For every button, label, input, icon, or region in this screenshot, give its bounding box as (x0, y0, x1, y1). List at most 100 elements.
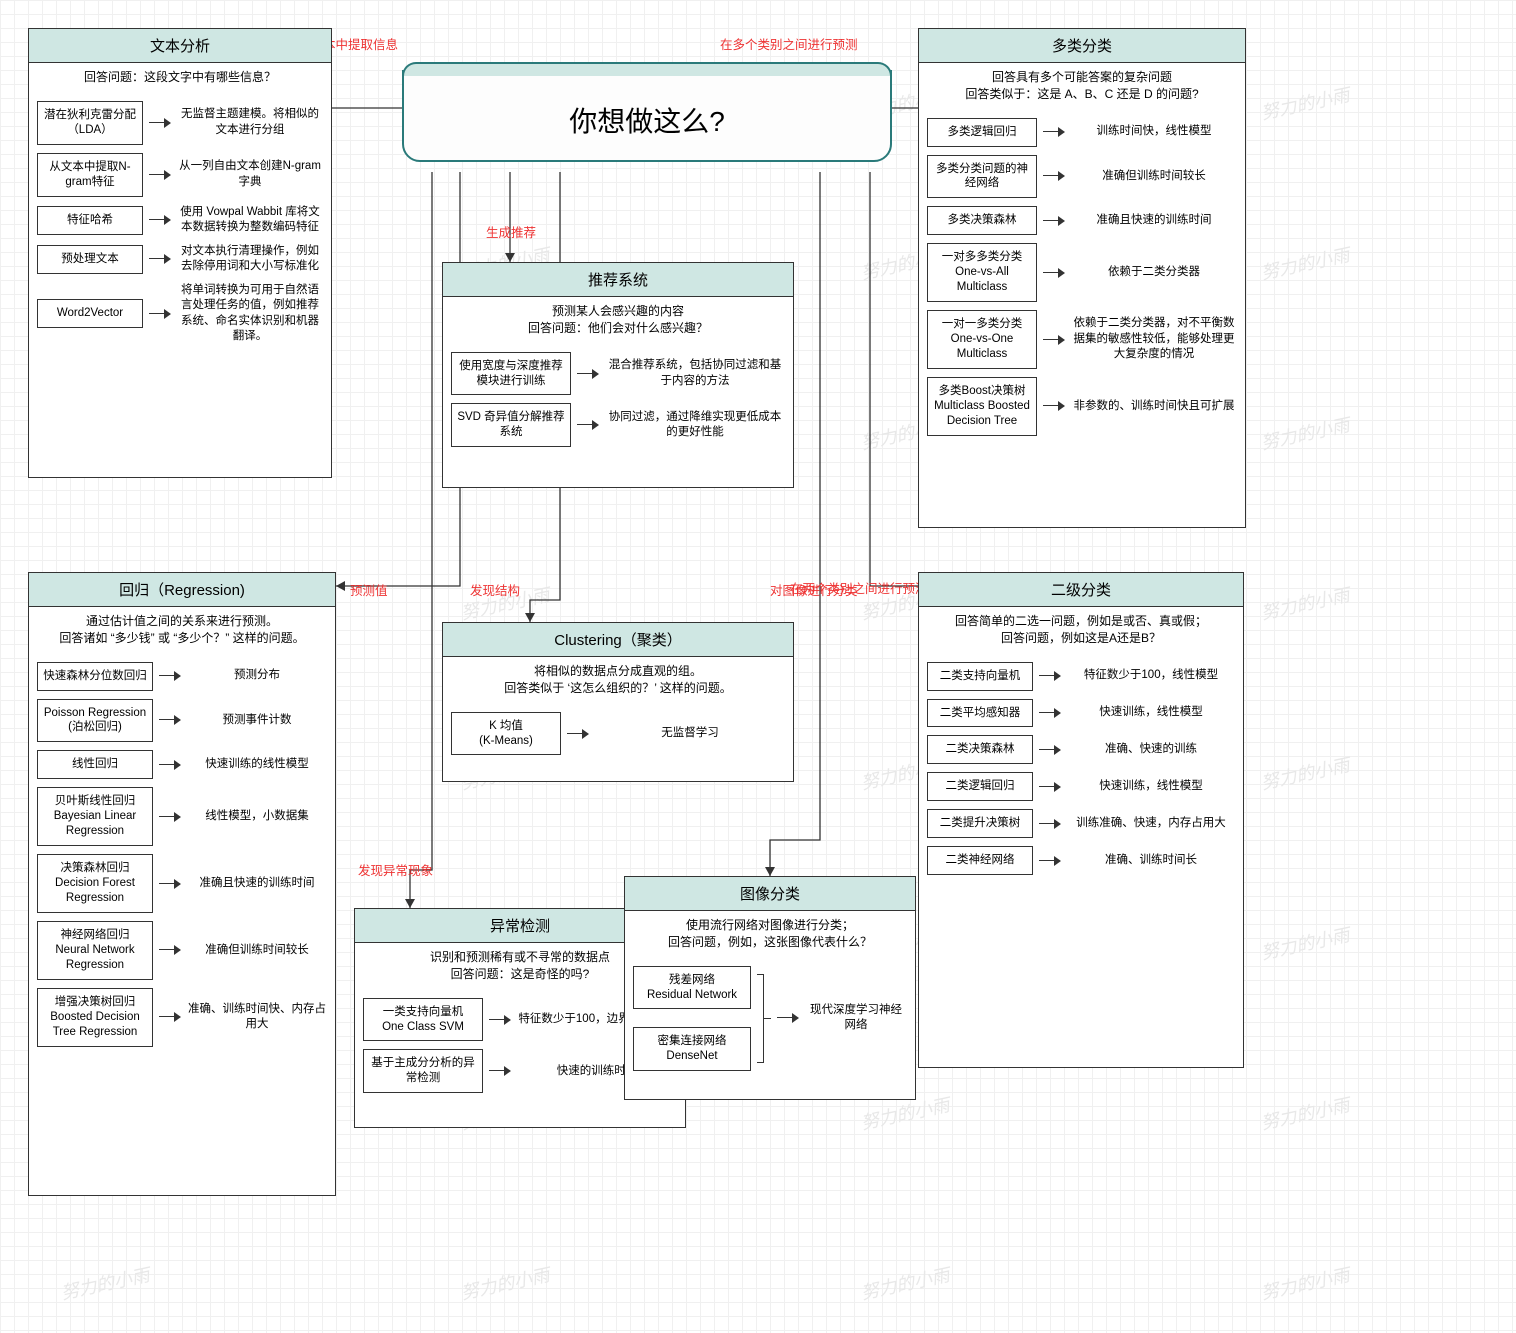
arrow-right-icon (1043, 171, 1065, 181)
watermark: 努力的小雨 (1258, 241, 1351, 285)
method-name: 线性回归 (37, 750, 153, 779)
arrow-right-icon (577, 369, 599, 379)
method-note: 准确且快速的训练时间 (1071, 213, 1237, 229)
arrow-right-icon (159, 879, 181, 889)
method-name: 增强决策树回归Boosted Decision Tree Regression (37, 988, 153, 1047)
panel-row: 二类提升决策树 训练准确、快速，内存占用大 (919, 805, 1243, 842)
watermark: 努力的小雨 (1258, 81, 1351, 125)
arrow-right-icon (1043, 401, 1065, 411)
panel-row: 决策森林回归Decision Forest Regression准确且快速的训练… (29, 850, 335, 917)
method-note: 无监督学习 (595, 726, 785, 742)
arrow-right-icon (1039, 745, 1061, 755)
edge-label: 发现异常现象 (358, 860, 433, 879)
method-name: Poisson Regression(泊松回归) (37, 699, 153, 743)
method-name: 贝叶斯线性回归Bayesian Linear Regression (37, 787, 153, 846)
method-name: 多类Boost决策树Multiclass Boosted Decision Tr… (927, 377, 1037, 436)
panel-binary: 二级分类回答简单的二选一问题，例如是或否、真或假；回答问题，例如这是A还是B？二… (918, 572, 1244, 1068)
method-note: 依赖于二类分类器，对不平衡数据集的敏感性较低，能够处理更大复杂度的情况 (1071, 316, 1237, 363)
method-note: 准确、快速的训练 (1067, 742, 1235, 758)
method-note: 训练准确、快速，内存占用大 (1067, 816, 1235, 832)
arrow-right-icon (159, 1012, 181, 1022)
panel-row: 二类神经网络 准确、训练时间长 (919, 842, 1243, 879)
method-name: 使用宽度与深度推荐模块进行训练 (451, 352, 571, 396)
method-note: 将单词转换为可用于自然语言处理任务的值，例如推荐系统、命名实体识别和机器翻译。 (177, 283, 323, 345)
method-name: 一类支持向量机One Class SVM (363, 998, 483, 1042)
edge-label: 在两个类别之间进行预测 (790, 578, 928, 597)
method-note: 快速训练的线性模型 (187, 757, 327, 773)
arrow-right-icon (1039, 819, 1061, 829)
arrow-right-icon (1039, 671, 1061, 681)
method-note: 特征数少于100，线性模型 (1067, 668, 1235, 684)
arrow-right-icon (159, 812, 181, 822)
panel-title: 推荐系统 (443, 263, 793, 297)
panel-recommend: 推荐系统预测某人会感兴趣的内容回答问题：他们会对什么感兴趣？使用宽度与深度推荐模… (442, 262, 794, 488)
method-note: 对文本执行清理操作，例如去除停用词和大小写标准化 (177, 244, 323, 275)
edge-label: 在多个类别之间进行预测 (720, 34, 858, 53)
method-name: 神经网络回归Neural Network Regression (37, 921, 153, 980)
arrow-right-icon (1039, 856, 1061, 866)
arrow-right-icon (567, 729, 589, 739)
method-note: 线性模型，小数据集 (187, 809, 327, 825)
arrow-right-icon (1043, 335, 1065, 345)
method-name: 基于主成分分析的异常检测 (363, 1049, 483, 1093)
method-name: 二类逻辑回归 (927, 772, 1033, 801)
arrow-right-icon (149, 309, 171, 319)
method-name: 潜在狄利克雷分配（LDA） (37, 101, 143, 145)
panel-row: 多类逻辑回归训练时间快，线性模型 (919, 114, 1245, 151)
arrow-right-icon (159, 760, 181, 770)
method-note: 准确但训练时间较长 (1071, 169, 1237, 185)
method-note: 依赖于二类分类器 (1071, 265, 1237, 281)
arrow-right-icon (149, 170, 171, 180)
panel-multiclass: 多类分类回答具有多个可能答案的复杂问题回答类似于：这是 A、B、C 还是 D 的… (918, 28, 1246, 528)
panel-row: 二类决策森林 准确、快速的训练 (919, 731, 1243, 768)
method-note: 预测事件计数 (187, 713, 327, 729)
panel-row: 贝叶斯线性回归Bayesian Linear Regression 线性模型，小数… (29, 783, 335, 850)
method-name: 一对多多类分类One-vs-All Multiclass (927, 243, 1037, 302)
method-name: 残差网络Residual Network (633, 966, 751, 1010)
method-note: 无监督主题建模。将相似的文本进行分组 (177, 107, 323, 138)
panel-desc: 回答具有多个可能答案的复杂问题回答类似于：这是 A、B、C 还是 D 的问题? (919, 63, 1245, 114)
arrow-right-icon (1043, 216, 1065, 226)
method-note: 现代深度学习神经网络 (805, 1003, 907, 1034)
panel-row: 潜在狄利克雷分配（LDA） 无监督主题建模。将相似的文本进行分组 (29, 97, 331, 149)
arrow-right-icon (149, 254, 171, 264)
panel-desc: 将相似的数据点分成直观的组。回答类似于 ‘这怎么组织的？’ 这样的问题。 (443, 657, 793, 708)
method-note: 从一列自由文本创建N-gram字典 (177, 159, 323, 190)
watermark: 努力的小雨 (58, 1261, 151, 1305)
arrow-right-icon (149, 215, 171, 225)
panel-row: 从文本中提取N-gram特征从一列自由文本创建N-gram字典 (29, 149, 331, 201)
panel-row: 多类分类问题的神经网络准确但训练时间较长 (919, 151, 1245, 203)
method-note: 预测分布 (187, 668, 327, 684)
method-note: 准确但训练时间较长 (187, 943, 327, 959)
panel-title: 图像分类 (625, 877, 915, 911)
method-name: 二类神经网络 (927, 846, 1033, 875)
method-name: 二类提升决策树 (927, 809, 1033, 838)
arrow-right-icon (159, 715, 181, 725)
panel-row: SVD 奇异值分解推荐系统协同过滤，通过降维实现更低成本的更好性能 (443, 399, 793, 451)
method-name: 二类支持向量机 (927, 662, 1033, 691)
method-note: 准确、训练时间长 (1067, 853, 1235, 869)
panel-row: 预处理文本对文本执行清理操作，例如去除停用词和大小写标准化 (29, 240, 331, 279)
arrow-right-icon (149, 118, 171, 128)
method-name: 快速森林分位数回归 (37, 662, 153, 691)
arrow-right-icon (159, 671, 181, 681)
panel-row: Word2Vector将单词转换为可用于自然语言处理任务的值，例如推荐系统、命名… (29, 279, 331, 349)
method-note: 混合推荐系统，包括协同过滤和基于内容的方法 (605, 358, 785, 389)
panel-title: Clustering（聚类） (443, 623, 793, 657)
panel-row: 二类支持向量机 特征数少于100，线性模型 (919, 658, 1243, 695)
panel-row: 神经网络回归Neural Network Regression 准确但训练时间较长 (29, 917, 335, 984)
arrow-right-icon (1043, 127, 1065, 137)
watermark: 努力的小雨 (1258, 751, 1351, 795)
panel-row: 多类Boost决策树Multiclass Boosted Decision Tr… (919, 373, 1245, 440)
arrow-right-icon (577, 420, 599, 430)
panel-row: K 均值(K-Means)无监督学习 (443, 708, 793, 760)
panel-row: 线性回归 快速训练的线性模型 (29, 746, 335, 783)
bracket-icon (757, 966, 771, 1072)
panel-regression: 回归（Regression)通过估计值之间的关系来进行预测。回答诸如 “多少钱”… (28, 572, 336, 1196)
watermark: 努力的小雨 (458, 1261, 551, 1305)
method-name: 密集连接网络DenseNet (633, 1027, 751, 1071)
method-name: 二类平均感知器 (927, 699, 1033, 728)
watermark: 努力的小雨 (858, 1261, 951, 1305)
method-name: 二类决策森林 (927, 735, 1033, 764)
root-node: 你想做这么? (402, 70, 892, 162)
